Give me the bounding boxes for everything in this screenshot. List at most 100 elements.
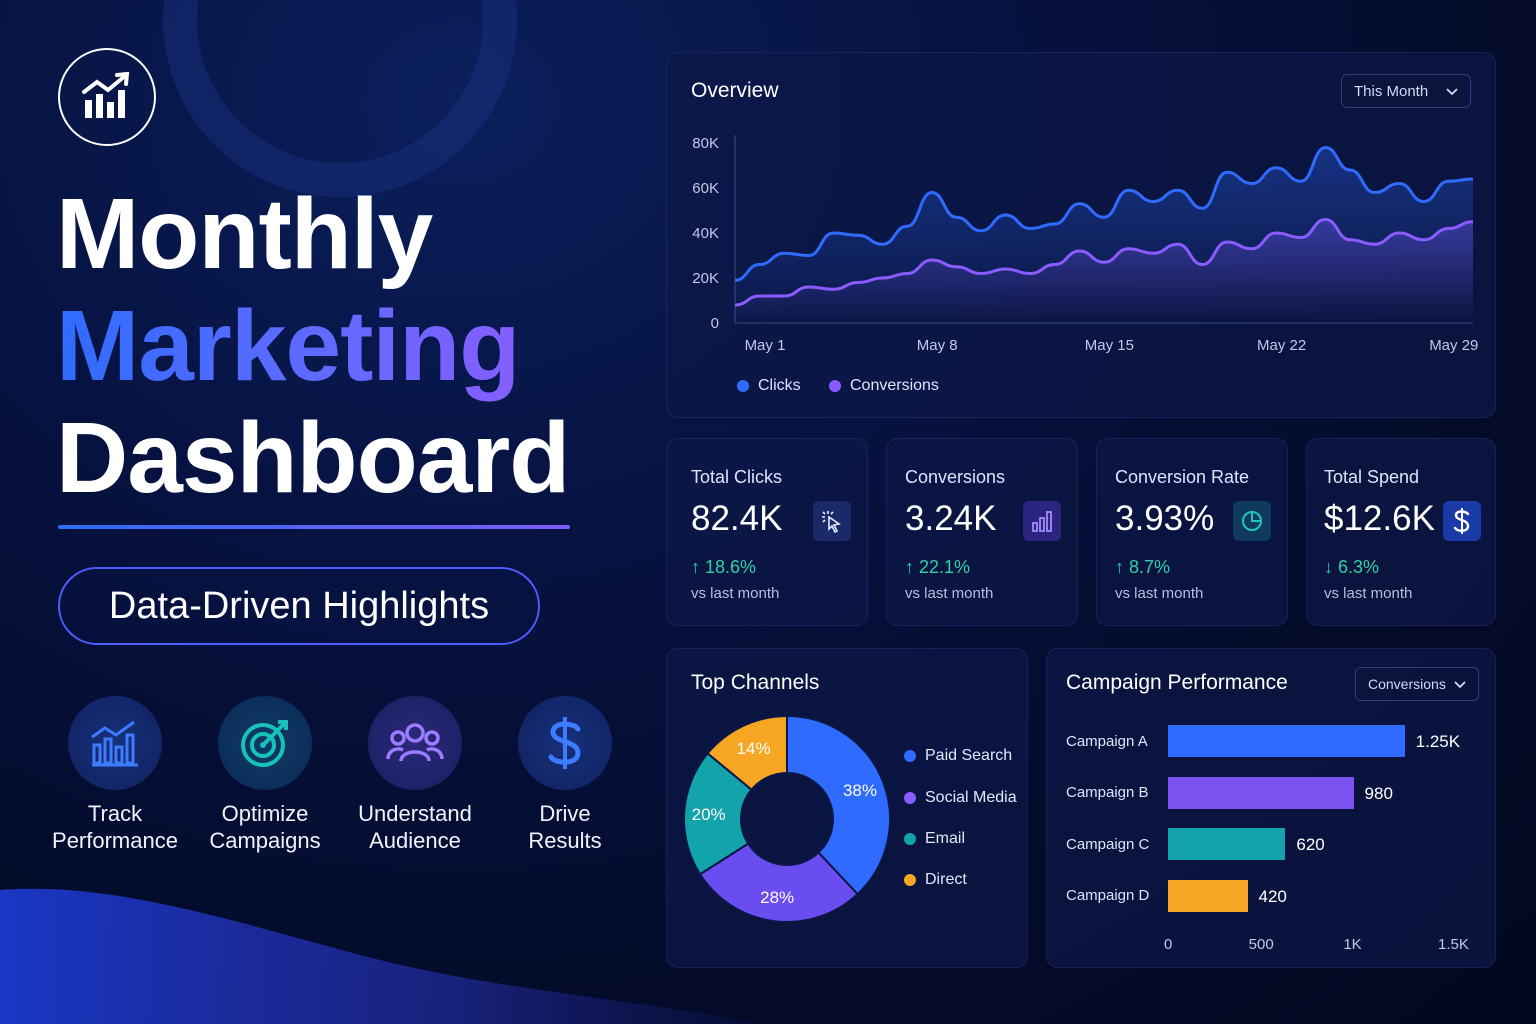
slice-social-media <box>698 842 859 923</box>
users-icon <box>368 696 462 790</box>
y-tick-label: 40K <box>692 225 719 242</box>
email-dot <box>904 833 916 845</box>
kpi-total-spend: Total Spend $12.6K ↓ 6.3% vs last month <box>1306 438 1496 626</box>
slice-percent-label: 14% <box>737 739 771 758</box>
kpi-change: ↑ 8.7% <box>1115 557 1171 577</box>
kpi-label: Conversions <box>905 467 1006 487</box>
page-title: Monthly Marketing Dashboard <box>56 178 570 514</box>
legend-label: Email <box>925 830 966 847</box>
feature-label: Track Performance <box>52 800 178 854</box>
kpi-label: Conversion Rate <box>1115 467 1250 487</box>
campaign-performance-title: Campaign Performance <box>1066 671 1288 694</box>
slice-email <box>683 751 753 876</box>
kpi-value: 3.93% <box>1115 499 1215 538</box>
social-media-dot <box>904 792 916 804</box>
legend-label: Clicks <box>758 377 801 394</box>
bar-campaign-c <box>1168 828 1286 860</box>
kpi-sub: vs last month <box>691 585 780 602</box>
title-divider <box>58 525 570 529</box>
conversions-dot <box>829 380 841 392</box>
kpi-change: ↑ 22.1% <box>905 557 971 577</box>
x-tick-label: May 22 <box>1257 337 1306 354</box>
bar-value-label: 980 <box>1364 784 1393 803</box>
legend-direct: Direct <box>904 871 967 889</box>
slice-percent-label: 20% <box>692 805 726 824</box>
kpi-conversion-rate: Conversion Rate 3.93% ↑ 8.7% vs last mon… <box>1096 438 1288 626</box>
legend-social-media: Social Media <box>904 789 1017 807</box>
bar-category-label: Campaign B <box>1066 784 1149 801</box>
x-tick-label: 0 <box>1164 936 1173 953</box>
kpi-label: Total Spend <box>1324 467 1420 487</box>
feature-label-line: Results <box>528 828 602 853</box>
feature-track: Track Performance <box>40 696 190 854</box>
direct-dot <box>904 874 916 886</box>
legend-paid-search: Paid Search <box>904 747 1012 765</box>
feature-label: Understand Audience <box>358 800 472 854</box>
cursor-click-icon <box>813 501 851 541</box>
channels-donut-chart: 38% 28% 20% 14% <box>683 714 891 923</box>
slice-paid-search <box>786 714 891 896</box>
kpi-sub: vs last month <box>1324 585 1413 602</box>
analytics-logo-icon <box>58 48 156 146</box>
chevron-down-icon <box>1454 676 1466 693</box>
bar-campaign-a <box>1168 725 1405 757</box>
dollar-icon <box>518 696 612 790</box>
highlights-pill: Data-Driven Highlights <box>58 567 540 645</box>
kpi-value: 82.4K <box>691 499 783 538</box>
feature-list: Track Performance Optimize Campaigns <box>40 696 640 854</box>
kpi-conversions: Conversions 3.24K ↑ 22.1% vs last month <box>886 438 1078 626</box>
kpi-sub: vs last month <box>905 585 994 602</box>
x-tick-label: May 29 <box>1429 337 1478 354</box>
trend-chart-icon <box>68 696 162 790</box>
bar-category-label: Campaign D <box>1066 887 1150 904</box>
y-tick-label: 80K <box>692 135 719 152</box>
kpi-value: 3.24K <box>905 499 997 538</box>
legend-label: Direct <box>925 871 967 888</box>
y-tick-label: 60K <box>692 180 719 197</box>
top-channels-card: Top Channels 38% 28% 20% 14% <box>666 648 1028 968</box>
legend-conversions: Conversions <box>829 377 939 395</box>
campaign-metric-dropdown[interactable]: Conversions <box>1355 667 1479 701</box>
kpi-label: Total Clicks <box>691 467 783 487</box>
bar-value-label: 1.25K <box>1415 732 1461 751</box>
dollar-icon <box>1443 501 1481 541</box>
feature-optimize: Optimize Campaigns <box>190 696 340 854</box>
bar-value-label: 620 <box>1296 835 1325 854</box>
feature-drive: Drive Results <box>490 696 640 854</box>
kpi-total-clicks: Total Clicks 82.4K ↑ 18.6% vs last month <box>666 438 868 626</box>
clicks-dot <box>737 380 749 392</box>
slice-direct <box>706 714 788 792</box>
title-line-1: Monthly <box>56 178 433 290</box>
paid-search-dot <box>904 750 916 762</box>
bar-value-label: 420 <box>1258 887 1287 906</box>
overview-card: Overview This Month 80K 60K 40K 20K 0 May 1 M… <box>666 52 1496 418</box>
feature-label-line: Audience <box>369 828 461 853</box>
legend-clicks: Clicks <box>737 377 801 395</box>
hero-section: Monthly Marketing Dashboard Data-Driven … <box>0 0 640 1024</box>
kpi-change: ↑ 18.6% <box>691 557 757 577</box>
feature-label: Optimize Campaigns <box>209 800 320 854</box>
x-tick-label: May 1 <box>745 337 786 354</box>
legend-label: Social Media <box>925 789 1017 806</box>
overview-period-dropdown[interactable]: This Month <box>1341 74 1471 108</box>
kpi-value: $12.6K <box>1324 499 1435 538</box>
bar-category-label: Campaign C <box>1066 836 1150 853</box>
overview-line-chart: 80K 60K 40K 20K 0 May 1 May 8 May 15 May 22 May … <box>692 135 1478 354</box>
feature-label-line: Performance <box>52 828 178 853</box>
feature-label-line: Track <box>87 801 143 826</box>
bar-campaign-d <box>1168 880 1248 912</box>
title-line-3: Dashboard <box>56 402 570 514</box>
legend-label: Conversions <box>850 377 939 394</box>
feature-label-line: Campaigns <box>209 828 321 853</box>
clicks-area <box>735 147 1473 323</box>
title-line-2: Marketing <box>56 290 569 402</box>
feature-understand: Understand Audience <box>340 696 490 854</box>
slice-percent-label: 28% <box>760 888 794 907</box>
x-tick-label: 1.5K <box>1438 936 1469 953</box>
bar-category-label: Campaign A <box>1066 733 1148 750</box>
kpi-change: ↓ 6.3% <box>1324 557 1380 577</box>
x-tick-label: May 15 <box>1085 337 1134 354</box>
conversions-series-line <box>734 217 1474 307</box>
dropdown-value: This Month <box>1354 82 1429 100</box>
y-tick-label: 0 <box>711 315 719 332</box>
